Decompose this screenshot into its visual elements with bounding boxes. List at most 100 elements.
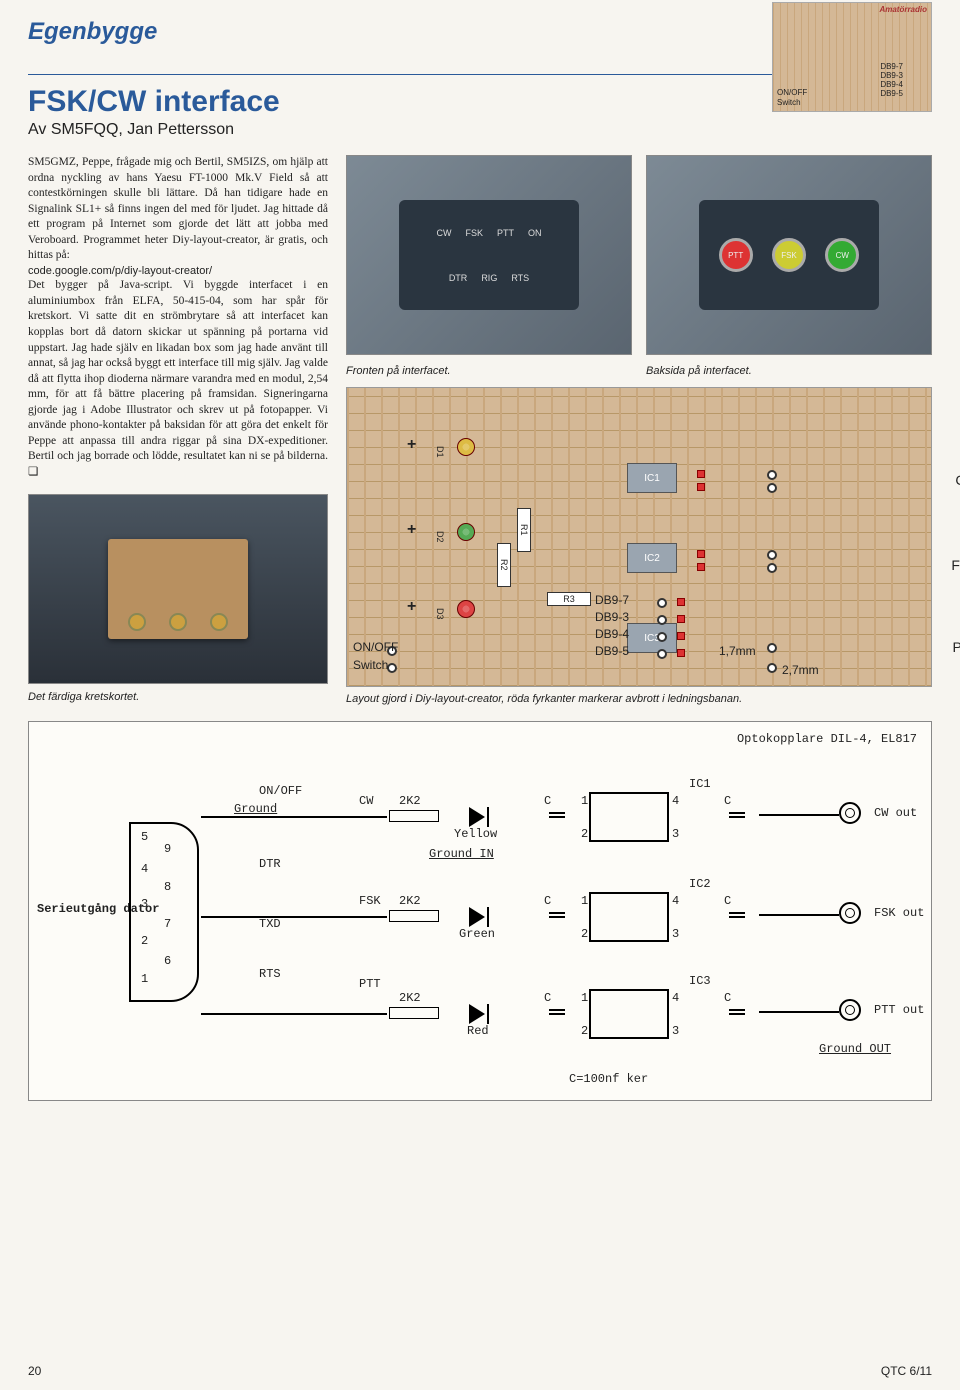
db9-pad (657, 615, 667, 625)
signal-txd: TXD (259, 917, 281, 931)
cap-c: C (544, 794, 551, 808)
byline: Av SM5FQQ, Jan Pettersson (28, 121, 932, 139)
db9-label: DB9-5 (595, 644, 629, 658)
res-ptt: 2K2 (399, 991, 421, 1005)
panel-label: RIG (481, 273, 497, 283)
ic3-label: IC3 (689, 974, 711, 988)
signal-rts: RTS (259, 967, 281, 981)
resistor-icon (389, 910, 439, 922)
wire (759, 814, 839, 816)
cap-c: C (544, 991, 551, 1005)
veroboard-layout: + + + D1 D2 D3 R1 R2 R3 IC1 IC2 IC3 (346, 387, 932, 687)
led-yellow: Yellow (454, 827, 497, 841)
switch-label: Switch (353, 658, 388, 672)
cap-icon (549, 812, 565, 814)
mode-cw: CW (359, 794, 373, 808)
wire (201, 816, 387, 818)
photo-finished-board (28, 494, 328, 684)
track-break (697, 470, 705, 478)
device-back-panel: PTT FSK CW (699, 200, 879, 310)
output-jack-cw (839, 802, 861, 824)
output-jack-ptt (839, 999, 861, 1021)
output-pad (767, 550, 777, 560)
signal-ground: Ground (234, 802, 277, 816)
output-pad (767, 643, 777, 653)
jack-fsk: FSK (772, 238, 806, 272)
caption-back: Baksida på interfacet. (646, 365, 932, 377)
db9-pin: 7 (164, 917, 171, 931)
thumb-label: DB9-5 (880, 89, 903, 98)
ic2: IC2 (627, 543, 677, 573)
out-fsk-label: FSK out (874, 906, 924, 920)
resistor-icon (389, 810, 439, 822)
track-break (677, 598, 685, 606)
polarity-plus: + (407, 598, 416, 616)
ic1: IC1 (627, 463, 677, 493)
signal-onoff: ON/OFF (259, 784, 302, 798)
diode-label: D3 (435, 608, 445, 620)
caption-finished-board: Det färdiga kretskortet. (28, 690, 328, 705)
diode-d1 (457, 438, 475, 456)
res-fsk: 2K2 (399, 894, 421, 908)
signal-dtr: DTR (259, 857, 281, 871)
photo-device-front: CW FSK PTT ON DTR RIG RTS (346, 155, 632, 355)
resistor-r1: R1 (517, 508, 531, 552)
ic1-outline (589, 792, 669, 842)
page-footer: 20 QTC 6/11 (28, 1364, 932, 1378)
diode-d2 (457, 523, 475, 541)
cap-c: C (544, 894, 551, 908)
cap-note: C=100nf ker (569, 1072, 648, 1086)
wire (759, 914, 839, 916)
thumb-label: DB9-3 (880, 71, 903, 80)
output-pad (767, 483, 777, 493)
thumb-label: ON/OFF (777, 88, 807, 97)
article-url: code.google.com/p/diy-layout-creator/ (28, 264, 328, 279)
out-ptt-label: PTT out (874, 1003, 924, 1017)
db9-pin: 6 (164, 954, 171, 968)
led-icon (469, 1004, 485, 1024)
cap-icon (729, 812, 745, 814)
res-cw: 2K2 (399, 794, 421, 808)
ground-in-label: Ground IN (429, 847, 494, 861)
ic-pin: 1 (581, 894, 588, 908)
article-body-column: SM5GMZ, Peppe, frågade mig och Bertil, S… (28, 155, 328, 705)
ic-pin: 3 (672, 927, 679, 941)
article-paragraph: Det bygger på Java-script. Vi byggde int… (28, 278, 328, 480)
db9-pad (657, 649, 667, 659)
jack-cw: CW (825, 238, 859, 272)
connector-icon (169, 613, 187, 631)
track-break (697, 550, 705, 558)
output-label-ptt: PTT out (952, 639, 960, 655)
track-break (697, 563, 705, 571)
db9-pin: 4 (141, 862, 148, 876)
cap-icon (549, 912, 565, 914)
mode-ptt: PTT (359, 977, 381, 991)
diode-label: D2 (435, 531, 445, 543)
db9-pin: 5 (141, 830, 148, 844)
polarity-plus: + (407, 436, 416, 454)
track-break (677, 632, 685, 640)
track-break (697, 483, 705, 491)
ic-pin: 2 (581, 827, 588, 841)
thumb-label: DB9-7 (880, 62, 903, 71)
wire (759, 1011, 839, 1013)
wire (201, 916, 387, 918)
db9-label: DB9-7 (595, 593, 629, 607)
db9-pin: 2 (141, 934, 148, 948)
veroboard-layout-wrap: + + + D1 D2 D3 R1 R2 R3 IC1 IC2 IC3 (346, 387, 932, 687)
photo-device-back: PTT FSK CW (646, 155, 932, 355)
ic-pin: 3 (672, 827, 679, 841)
db9-pin: 9 (164, 842, 171, 856)
ic-pin: 1 (581, 991, 588, 1005)
ic-pin: 4 (672, 991, 679, 1005)
caption-front: Fronten på interfacet. (346, 365, 632, 377)
cap-c: C (724, 794, 731, 808)
panel-label: FSK (465, 228, 483, 238)
db9-label: DB9-4 (595, 627, 629, 641)
ic2-outline (589, 892, 669, 942)
dim-label: 1,7mm (719, 644, 756, 658)
db9-pin: 8 (164, 880, 171, 894)
output-pad (767, 470, 777, 480)
top-thumbnail-layout: Amatörradio ON/OFF Switch DB9-7 DB9-3 DB… (772, 2, 932, 112)
ic-pin: 4 (672, 894, 679, 908)
